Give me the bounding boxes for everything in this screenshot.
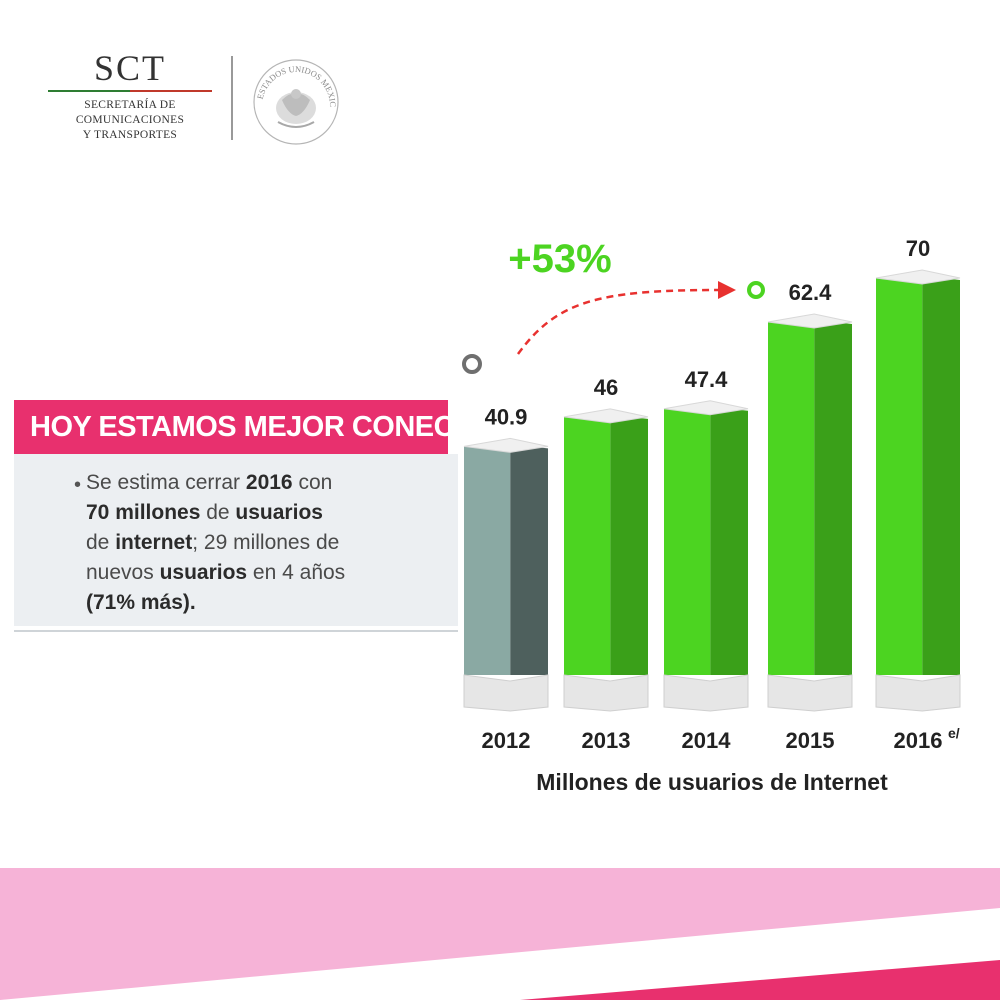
note-line-5: (71% más). [86,588,438,618]
bar-cap [663,400,749,416]
value-label-2012: 40.9 [485,404,528,429]
end-marker-icon [747,281,765,299]
internet-users-bar-chart: +53% 40.9 2012 46 2013 47.4 2014 62.4 2015 70 201… [462,236,961,795]
bar-base [767,674,853,712]
bar-front [664,408,711,675]
headline-banner: HOY ESTAMOS MEJOR CONECTADOS [14,400,448,454]
bar-front [564,416,611,675]
note-text: Se estima cerrar [86,471,246,494]
logo-rule [48,90,212,92]
logo-line-3: Y TRANSPORTES [82,129,178,141]
bar-2016 [875,269,961,712]
note-line-2: 70 millones de usuarios [86,498,438,528]
note-text: en 4 años [247,561,346,584]
bar-side [610,414,648,675]
x-axis-title: Millones de usuarios de Internet [536,769,888,795]
bar-2012 [463,437,549,712]
growth-arrow-line [516,288,719,355]
note-bold: 70 millones [86,501,201,524]
category-label-2014: 2014 [682,728,732,753]
category-label-2012: 2012 [482,728,531,753]
bar-base [463,674,549,712]
growth-annotation: +53% [462,237,765,374]
bar-cap [463,437,549,453]
category-suffix-2016: e/ [948,725,960,741]
note-bold: 2016 [245,471,293,494]
note-line-1: Se estima cerrar 2016 con [86,468,438,498]
note-text: de [200,501,236,524]
bar-side [922,276,960,675]
bar-base [663,674,749,712]
value-label-2014: 47.4 [685,367,729,392]
bullet-icon: • [74,474,82,496]
bar-cap [875,269,961,285]
note-divider [14,630,458,632]
summary-note: • Se estima cerrar 2016 con 70 millones … [14,454,458,626]
bar-cap [563,408,649,424]
note-bold: (71% más). [86,591,196,614]
note-text: ; 29 millones de [192,531,340,554]
note-text: con [292,471,333,494]
start-marker-icon [462,354,482,374]
value-label-2016: 70 [906,236,930,261]
bar-front [768,321,815,675]
decorative-band [0,868,1000,1000]
bar-2015 [767,313,853,712]
note-text: nuevos [86,561,160,584]
bar-2013 [563,408,649,712]
note-line-3: de internet; 29 millones de [86,528,438,558]
logo-line-1: SECRETARÍA DE [84,99,176,111]
note-line-4: nuevos usuarios en 4 años [86,558,438,588]
bar-2014 [663,400,749,712]
sct-logo: SCT SECRETARÍA DE COMUNICACIONES Y TRANS… [40,50,220,150]
value-label-2015: 62.4 [789,280,833,305]
note-bold: usuarios [235,501,323,524]
arrow-head-icon [718,281,736,299]
label-group: 40.9 2012 46 2013 47.4 2014 62.4 2015 70 2016 e/Mi… [482,236,960,795]
bar-side [710,406,748,675]
note-text: de [86,531,116,554]
category-label-2016: 2016 [894,728,943,753]
bar-base [875,674,961,712]
bar-front [464,446,511,675]
category-label-2015: 2015 [786,728,835,753]
bar-side [814,319,852,675]
logo-line-2: COMUNICACIONES [75,114,185,126]
bar-side [510,444,548,675]
note-bold: usuarios [159,561,248,584]
bar-group [463,269,961,712]
growth-percent-label: +53% [508,237,611,281]
bar-front [876,278,923,675]
bar-base [563,674,649,712]
national-seal-icon: ESTADOS UNIDOS MEXICANOS [248,52,339,145]
category-label-2013: 2013 [582,728,631,753]
logo-acronym: SCT [93,48,167,88]
value-label-2013: 46 [594,375,618,400]
logo-divider [231,56,233,140]
note-bold: internet [115,531,193,554]
bar-cap [767,313,853,329]
